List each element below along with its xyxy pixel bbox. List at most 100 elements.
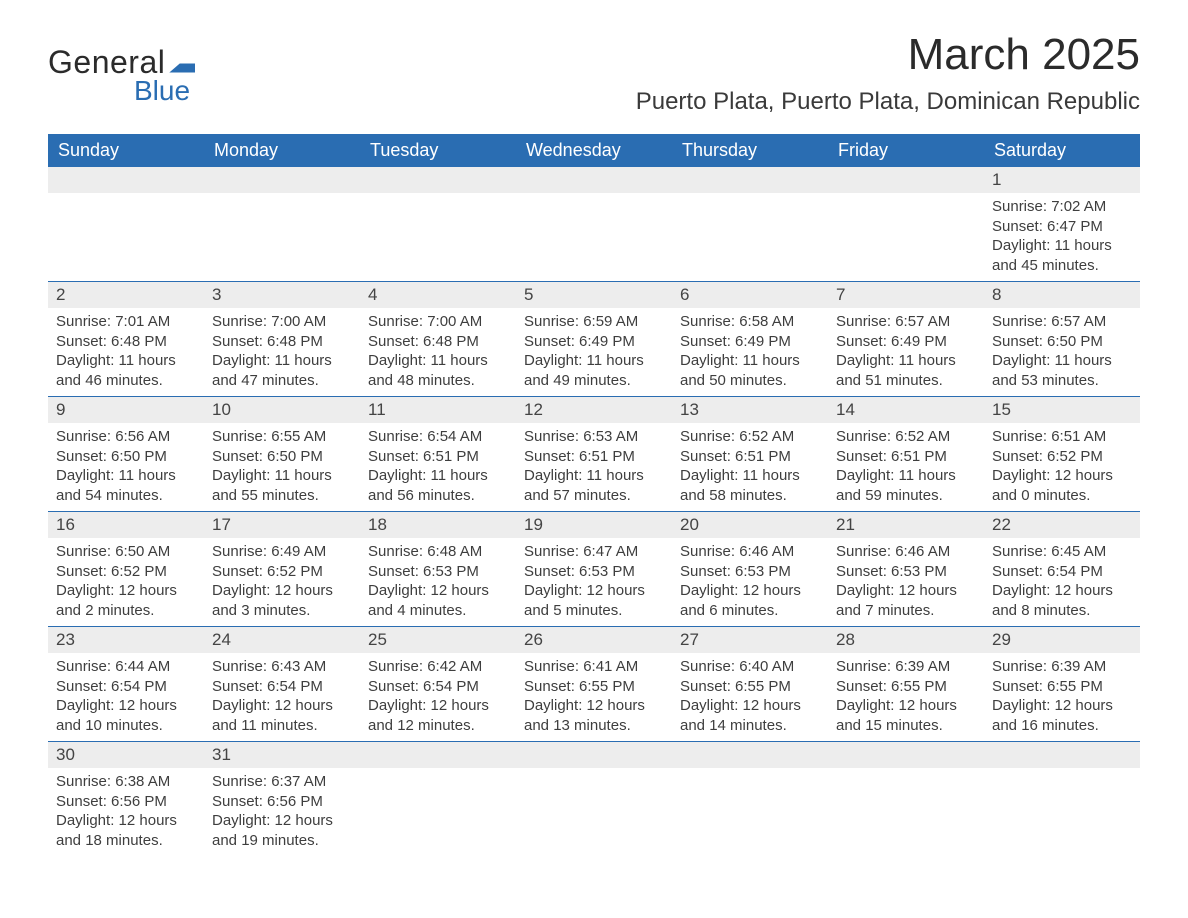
day-number [984, 742, 1140, 768]
day-daylight: Daylight: 12 hours and 19 minutes. [212, 811, 352, 850]
day-body: Sunrise: 6:56 AMSunset: 6:50 PMDaylight:… [48, 423, 204, 511]
day-sunrise: Sunrise: 6:51 AM [992, 427, 1132, 447]
day-number: 25 [360, 627, 516, 653]
day-sunrise: Sunrise: 6:45 AM [992, 542, 1132, 562]
day-daylight: Daylight: 11 hours and 49 minutes. [524, 351, 664, 390]
calendar-day-cell: 2Sunrise: 7:01 AMSunset: 6:48 PMDaylight… [48, 282, 204, 397]
day-number: 27 [672, 627, 828, 653]
day-body: Sunrise: 6:50 AMSunset: 6:52 PMDaylight:… [48, 538, 204, 626]
day-body: Sunrise: 6:46 AMSunset: 6:53 PMDaylight:… [672, 538, 828, 626]
day-number: 7 [828, 282, 984, 308]
day-sunrise: Sunrise: 6:57 AM [992, 312, 1132, 332]
day-daylight: Daylight: 12 hours and 2 minutes. [56, 581, 196, 620]
day-sunrise: Sunrise: 6:52 AM [836, 427, 976, 447]
day-sunset: Sunset: 6:47 PM [992, 217, 1132, 237]
day-number: 3 [204, 282, 360, 308]
day-daylight: Daylight: 11 hours and 57 minutes. [524, 466, 664, 505]
day-number: 30 [48, 742, 204, 768]
day-number: 5 [516, 282, 672, 308]
day-body: Sunrise: 6:42 AMSunset: 6:54 PMDaylight:… [360, 653, 516, 741]
calendar-day-cell: 27Sunrise: 6:40 AMSunset: 6:55 PMDayligh… [672, 627, 828, 742]
page-header: General Blue March 2025 Puerto Plata, Pu… [48, 30, 1140, 116]
day-body: Sunrise: 6:39 AMSunset: 6:55 PMDaylight:… [984, 653, 1140, 741]
day-daylight: Daylight: 12 hours and 4 minutes. [368, 581, 508, 620]
day-sunset: Sunset: 6:53 PM [680, 562, 820, 582]
day-number [360, 742, 516, 768]
calendar-day-cell [828, 167, 984, 282]
day-body: Sunrise: 6:39 AMSunset: 6:55 PMDaylight:… [828, 653, 984, 741]
day-daylight: Daylight: 11 hours and 45 minutes. [992, 236, 1132, 275]
day-body: Sunrise: 6:55 AMSunset: 6:50 PMDaylight:… [204, 423, 360, 511]
logo: General Blue [48, 44, 195, 107]
day-sunrise: Sunrise: 6:57 AM [836, 312, 976, 332]
day-daylight: Daylight: 11 hours and 47 minutes. [212, 351, 352, 390]
day-number: 12 [516, 397, 672, 423]
day-body: Sunrise: 6:57 AMSunset: 6:50 PMDaylight:… [984, 308, 1140, 396]
location-subtitle: Puerto Plata, Puerto Plata, Dominican Re… [636, 88, 1140, 116]
calendar-day-cell: 9Sunrise: 6:56 AMSunset: 6:50 PMDaylight… [48, 397, 204, 512]
day-daylight: Daylight: 12 hours and 13 minutes. [524, 696, 664, 735]
day-number [672, 742, 828, 768]
day-number: 15 [984, 397, 1140, 423]
calendar-day-cell [360, 742, 516, 857]
day-sunrise: Sunrise: 6:55 AM [212, 427, 352, 447]
calendar-day-cell: 3Sunrise: 7:00 AMSunset: 6:48 PMDaylight… [204, 282, 360, 397]
calendar-week-row: 9Sunrise: 6:56 AMSunset: 6:50 PMDaylight… [48, 397, 1140, 512]
day-sunset: Sunset: 6:54 PM [368, 677, 508, 697]
weekday-header: Wednesday [516, 134, 672, 167]
calendar-day-cell: 5 Sunrise: 6:59 AMSunset: 6:49 PMDaylight… [516, 282, 672, 397]
day-number: 10 [204, 397, 360, 423]
day-number: 23 [48, 627, 204, 653]
day-daylight: Daylight: 12 hours and 10 minutes. [56, 696, 196, 735]
day-sunset: Sunset: 6:53 PM [524, 562, 664, 582]
day-number: 18 [360, 512, 516, 538]
day-sunset: Sunset: 6:52 PM [992, 447, 1132, 467]
day-sunset: Sunset: 6:51 PM [836, 447, 976, 467]
day-body: Sunrise: 6:41 AMSunset: 6:55 PMDaylight:… [516, 653, 672, 741]
day-sunset: Sunset: 6:49 PM [836, 332, 976, 352]
day-sunrise: Sunrise: 6:46 AM [680, 542, 820, 562]
calendar-day-cell [984, 742, 1140, 857]
day-sunset: Sunset: 6:51 PM [680, 447, 820, 467]
calendar-table: SundayMondayTuesdayWednesdayThursdayFrid… [48, 134, 1140, 856]
day-number: 26 [516, 627, 672, 653]
day-number: 1 [984, 167, 1140, 193]
day-number: 4 [360, 282, 516, 308]
day-number [672, 167, 828, 193]
logo-text-blue: Blue [134, 75, 190, 107]
day-sunrise: Sunrise: 6:56 AM [56, 427, 196, 447]
day-daylight: Daylight: 12 hours and 18 minutes. [56, 811, 196, 850]
calendar-day-cell: 18Sunrise: 6:48 AMSunset: 6:53 PMDayligh… [360, 512, 516, 627]
weekday-header: Saturday [984, 134, 1140, 167]
day-daylight: Daylight: 11 hours and 48 minutes. [368, 351, 508, 390]
day-sunrise: Sunrise: 7:00 AM [368, 312, 508, 332]
day-sunrise: Sunrise: 6:59 AM [524, 312, 664, 332]
calendar-day-cell: 17Sunrise: 6:49 AMSunset: 6:52 PMDayligh… [204, 512, 360, 627]
day-daylight: Daylight: 11 hours and 51 minutes. [836, 351, 976, 390]
day-sunset: Sunset: 6:56 PM [56, 792, 196, 812]
calendar-day-cell: 30Sunrise: 6:38 AMSunset: 6:56 PMDayligh… [48, 742, 204, 857]
day-sunset: Sunset: 6:48 PM [212, 332, 352, 352]
day-daylight: Daylight: 11 hours and 58 minutes. [680, 466, 820, 505]
day-number [204, 167, 360, 193]
day-sunset: Sunset: 6:49 PM [524, 332, 664, 352]
calendar-day-cell: 26Sunrise: 6:41 AMSunset: 6:55 PMDayligh… [516, 627, 672, 742]
day-body: Sunrise: 6:57 AMSunset: 6:49 PMDaylight:… [828, 308, 984, 396]
day-number: 24 [204, 627, 360, 653]
day-body: Sunrise: 6:52 AMSunset: 6:51 PMDaylight:… [672, 423, 828, 511]
day-daylight: Daylight: 12 hours and 11 minutes. [212, 696, 352, 735]
day-body: Sunrise: 7:02 AMSunset: 6:47 PMDaylight:… [984, 193, 1140, 281]
day-sunset: Sunset: 6:51 PM [524, 447, 664, 467]
day-number: 14 [828, 397, 984, 423]
calendar-day-cell: 24Sunrise: 6:43 AMSunset: 6:54 PMDayligh… [204, 627, 360, 742]
day-number [516, 742, 672, 768]
day-number [516, 167, 672, 193]
day-body: Sunrise: 6:49 AMSunset: 6:52 PMDaylight:… [204, 538, 360, 626]
day-sunrise: Sunrise: 6:42 AM [368, 657, 508, 677]
day-sunset: Sunset: 6:50 PM [56, 447, 196, 467]
day-daylight: Daylight: 12 hours and 15 minutes. [836, 696, 976, 735]
day-body: Sunrise: 7:00 AMSunset: 6:48 PMDaylight:… [360, 308, 516, 396]
day-sunset: Sunset: 6:53 PM [836, 562, 976, 582]
day-sunset: Sunset: 6:55 PM [992, 677, 1132, 697]
day-body: Sunrise: 7:00 AMSunset: 6:48 PMDaylight:… [204, 308, 360, 396]
